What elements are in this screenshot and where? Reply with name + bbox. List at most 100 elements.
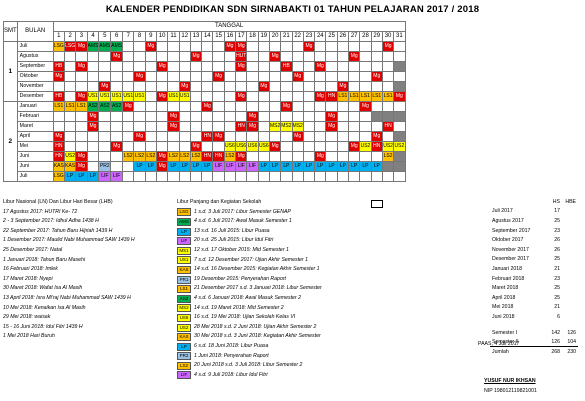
checkbox-square (371, 200, 383, 208)
day-cell (348, 71, 361, 82)
day-header: 24 (314, 31, 327, 42)
day-cell: LSG (52, 171, 65, 182)
summary-hbe (562, 293, 578, 303)
day-header: 4 (86, 31, 100, 42)
day-cell (75, 111, 88, 122)
day-cell (144, 91, 157, 102)
day-cell: Mg (370, 71, 383, 82)
day-cell: US6 (257, 141, 270, 152)
day-cell: Mg (280, 101, 293, 112)
day-cell (280, 111, 293, 122)
day-header: 2 (63, 31, 77, 42)
activity-text: 7 s.d. 12 Desember 2017: Ujian Akhir Sem… (194, 256, 308, 263)
day-cell (122, 51, 135, 62)
day-cell (280, 171, 293, 182)
day-cell: Mg (359, 101, 372, 112)
activity-item: LP 6 s.d. 18 Juni 2018: Libur Puasa (177, 342, 372, 352)
activity-item: MS2 14 s.d. 19 Maret 2018: Mid Semester 2 (177, 304, 372, 314)
day-cell: LIF (212, 161, 225, 172)
summary-hbe (562, 303, 578, 313)
day-cell: US1 (122, 91, 135, 102)
summary-total-hs: 126 (551, 338, 560, 345)
day-cell (348, 131, 361, 142)
day-cell (325, 41, 338, 52)
day-cell (144, 61, 157, 72)
summary-month: Mei 2018 (492, 304, 514, 311)
day-cell (348, 121, 361, 132)
day-cell (155, 81, 169, 92)
day-cell (155, 51, 169, 62)
day-cell (201, 141, 214, 152)
day-cell (235, 71, 248, 82)
day-cell (314, 141, 327, 152)
day-cell (257, 91, 270, 102)
day-cell (393, 151, 406, 162)
day-cell (144, 141, 157, 152)
month-row: September HB Mg Mg Mg HB Mg (4, 61, 406, 72)
day-cell (257, 111, 270, 122)
summary-total-hs: 142 (551, 329, 560, 336)
day-cell: Mg (133, 71, 146, 82)
day-cell (52, 81, 65, 92)
day-cell (381, 131, 395, 142)
day-cell (122, 61, 135, 72)
day-cell (223, 51, 237, 62)
day-cell (122, 141, 135, 152)
summary-total-hbe: 104 (567, 338, 576, 345)
month-row: Maret Mg Mg HN Mg MS2 MS2 MS2 Mg HN (4, 121, 406, 132)
day-cell (257, 61, 270, 72)
day-cell: LP (370, 161, 383, 172)
national-holiday-item: 15 - 16 Juni 2018: Idul Fitri 1439 H (3, 323, 83, 330)
day-cell (212, 91, 225, 102)
day-cell: KAS (52, 161, 65, 172)
day-cell (359, 81, 372, 92)
day-cell: LP (302, 161, 316, 172)
day-cell (257, 51, 270, 62)
national-holiday-item: 16 Februari 2018: Imlek (3, 266, 58, 273)
day-cell (348, 151, 361, 162)
activity-swatch: US1 (177, 256, 191, 265)
month-row: Juli LSG LP LP LP LIF LIF (4, 171, 406, 182)
day-cell: LP (133, 161, 146, 172)
day-cell (393, 81, 406, 92)
day-cell (178, 121, 191, 132)
calendar-body: 1 Juli LSG LSG Mg AMS AMS AMS Mg Mg Mg Mg Mg Agustus M… (3, 41, 406, 182)
day-header: 12 (178, 31, 191, 42)
day-cell (223, 131, 237, 142)
day-cell (63, 91, 77, 102)
day-cell (302, 121, 316, 132)
day-cell: LIF (98, 171, 112, 182)
day-cell: Mg (235, 41, 248, 52)
day-cell (86, 61, 100, 72)
day-cell (133, 171, 146, 182)
day-cell (133, 111, 146, 122)
day-cell (291, 81, 304, 92)
day-cell (201, 61, 214, 72)
summary-row: Januari 2018 21 (490, 264, 578, 274)
summary-month: Desember 2017 (492, 256, 529, 263)
day-cell (144, 171, 157, 182)
summary-row: Agustus 2017 25 (490, 216, 578, 226)
day-cell (359, 171, 372, 182)
day-header: 23 (302, 31, 316, 42)
day-header: 17 (235, 31, 248, 42)
day-cell (155, 71, 169, 82)
day-cell (393, 161, 406, 172)
month-name: Juni (16, 151, 54, 162)
activity-text: 4 s.d. 6 Januari 2018: Awal Masuk Semest… (194, 294, 301, 301)
summary-total-label: Semester II (492, 338, 519, 345)
day-cell: Mg (246, 121, 259, 132)
day-cell (144, 71, 157, 82)
day-cell (155, 101, 169, 112)
day-cell: AMS (110, 41, 124, 52)
activity-swatch: KAS (177, 333, 191, 342)
day-cell (280, 51, 293, 62)
day-header: 19 (257, 31, 270, 42)
day-cell: HN (201, 151, 214, 162)
day-cell (348, 171, 361, 182)
day-cell: LS2 (133, 151, 146, 162)
day-cell (359, 51, 372, 62)
day-cell: Mg (348, 51, 361, 62)
day-cell (201, 91, 214, 102)
day-cell (314, 101, 327, 112)
